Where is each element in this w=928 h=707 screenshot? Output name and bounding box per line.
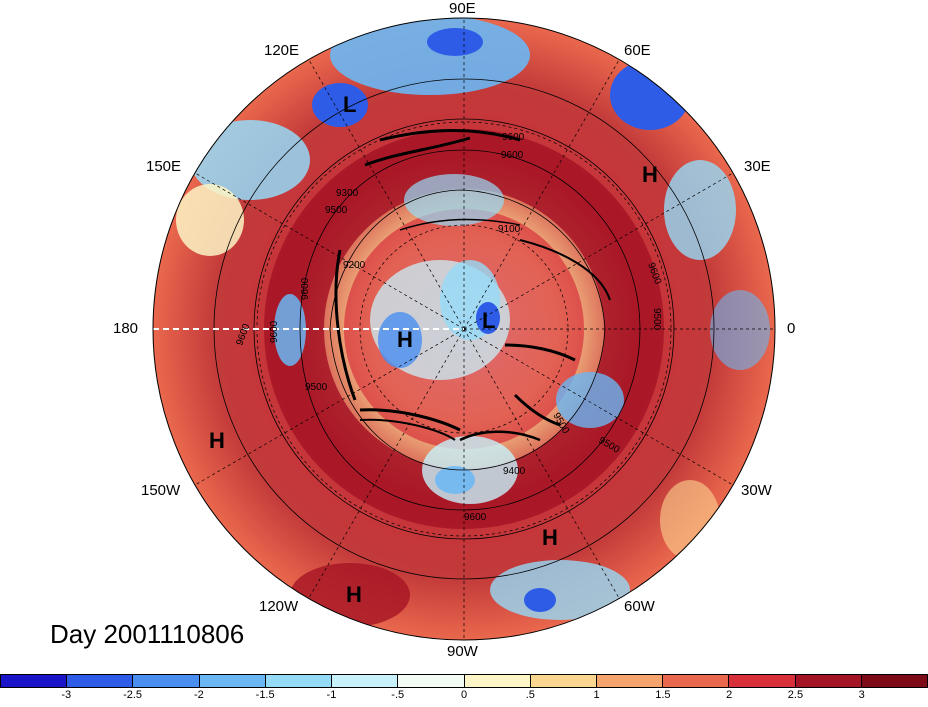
- pressure-marker-high: H: [346, 582, 362, 607]
- colorbar-cell: [663, 675, 730, 687]
- lon-label-60e: 60E: [624, 42, 651, 59]
- lon-label-120w: 120W: [259, 598, 299, 615]
- contour-label: 9600: [502, 132, 525, 143]
- colorbar-cell: [133, 675, 200, 687]
- lon-label-90w: 90W: [447, 643, 478, 660]
- contour-label: 9500: [305, 382, 328, 393]
- contour-label: 9600: [269, 320, 280, 343]
- pressure-marker-high: H: [542, 525, 558, 550]
- contour-label: 9500: [651, 308, 662, 331]
- colorbar-tick-label: -.5: [391, 689, 405, 701]
- colorbar-cell: [530, 675, 597, 687]
- colorbar-tick-label: -1.5: [255, 689, 275, 701]
- colorbar-cell: [861, 675, 928, 687]
- contour-label: 9600: [501, 150, 524, 161]
- pressure-marker-high: H: [397, 327, 413, 352]
- contour-label: 9300: [336, 188, 359, 199]
- colorbar-tick-label: -2.5: [123, 689, 143, 701]
- lon-label-150e: 150E: [146, 158, 182, 175]
- colorbar-tick-label: 2: [726, 689, 733, 701]
- colorbar-cell: [1, 675, 68, 687]
- contour-label: 9400: [503, 466, 526, 477]
- lon-label-0: 0: [787, 320, 796, 337]
- colorbar-cell: [332, 675, 399, 687]
- colorbar-cell: [729, 675, 796, 687]
- lon-label-180: 180: [113, 320, 139, 337]
- colorbar-cell: [464, 675, 531, 687]
- lon-label-90e: 90E: [449, 0, 476, 17]
- lon-label-30e: 30E: [744, 158, 771, 175]
- contour-label: 9200: [343, 260, 366, 271]
- pressure-marker-low: L: [343, 92, 356, 117]
- pressure-marker-low: L: [482, 308, 495, 333]
- colorbar-cell: [795, 675, 862, 687]
- colorbar-tick-label: 3: [858, 689, 865, 701]
- contour-label: 9100: [498, 224, 521, 235]
- day-caption: Day 2001110806: [50, 619, 245, 649]
- colorbar-cell: [398, 675, 465, 687]
- colorbar-tick-label: 0: [460, 689, 468, 701]
- lon-label-30w: 30W: [741, 482, 772, 499]
- pressure-marker-high: H: [209, 428, 225, 453]
- colorbar-cell: [596, 675, 664, 687]
- colorbar-cell: [265, 675, 333, 687]
- colorbar-tick-label: 1.5: [655, 689, 671, 701]
- contour-label: 9500: [325, 205, 348, 216]
- colorbar-tick-label: .5: [525, 689, 535, 701]
- colorbar-tick-label: 1: [593, 689, 600, 701]
- colorbar-cell: [67, 675, 134, 687]
- lon-label-120e: 120E: [264, 42, 300, 59]
- pressure-marker-high: H: [642, 162, 658, 187]
- colorbar-tick-label: -1: [326, 689, 337, 701]
- colorbar-tick-label: -3: [61, 689, 72, 701]
- lon-label-60w: 60W: [624, 598, 655, 615]
- contour-label: 9600: [300, 277, 311, 300]
- lon-label-150w: 150W: [141, 482, 181, 499]
- colorbar-tick-label: -2: [193, 689, 204, 701]
- contour-label: 9600: [464, 512, 487, 523]
- colorbar: [0, 674, 928, 688]
- colorbar-cell: [199, 675, 266, 687]
- pressure-markers: L H L H H H H: [209, 92, 658, 607]
- colorbar-tick-label: 2.5: [787, 689, 804, 701]
- map-boundary: [152, 17, 776, 641]
